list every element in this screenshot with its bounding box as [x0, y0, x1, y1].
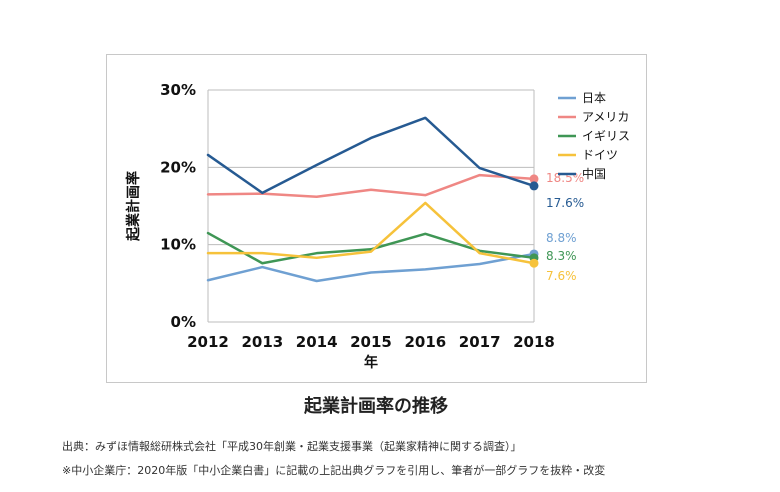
- chart-title: 起業計画率の推移: [304, 396, 448, 417]
- legend-label: 日本: [582, 91, 606, 105]
- x-tick-label: 2018: [513, 333, 555, 351]
- source-note: 出典：みずほ情報総研株式会社「平成30年創業・起業支援事業（起業家精神に関する調…: [62, 440, 522, 453]
- y-tick-label: 0%: [171, 313, 196, 331]
- line-chart: 0% 10% 20% 30% 2012 2013 2014 2015 2016 2017 2018 年…: [125, 81, 630, 371]
- y-axis-title: 起業計画率: [125, 171, 142, 242]
- series-end-marker: [529, 174, 539, 184]
- x-axis-title: 年: [364, 354, 378, 371]
- x-tick-label: 2016: [404, 333, 446, 351]
- legend-label: ドイツ: [582, 148, 618, 162]
- y-tick-label: 10%: [160, 236, 196, 254]
- legend-label: アメリカ: [582, 110, 629, 124]
- y-tick-label: 30%: [160, 81, 196, 99]
- x-tick-label: 2013: [241, 333, 283, 351]
- series-line: [206, 252, 536, 283]
- legend-label: 中国: [582, 166, 606, 181]
- series-line: [206, 201, 536, 265]
- end-data-label: 17.6%: [546, 196, 584, 210]
- series-end-marker: [529, 258, 539, 268]
- end-data-label: 7.6%: [546, 269, 577, 283]
- x-tick-label: 2014: [296, 333, 338, 351]
- y-tick-label: 20%: [160, 158, 196, 176]
- disclaimer-note: ※中小企業庁：2020年版「中小企業白書」に記載の上記出典グラフを引用し、筆者が…: [62, 464, 606, 477]
- x-tick-label: 2017: [459, 333, 501, 351]
- end-data-label: 8.3%: [546, 249, 577, 263]
- series-line: [206, 231, 536, 265]
- chart-frame: 0% 10% 20% 30% 2012 2013 2014 2015 2016 2017 2018 年…: [106, 54, 647, 383]
- end-data-label: 8.8%: [546, 231, 577, 245]
- series-line: [206, 173, 536, 198]
- x-tick-label: 2015: [350, 333, 392, 351]
- series-end-marker: [529, 181, 539, 191]
- series-line: [206, 116, 536, 195]
- x-tick-label: 2012: [187, 333, 229, 351]
- legend-label: イギリス: [582, 129, 630, 143]
